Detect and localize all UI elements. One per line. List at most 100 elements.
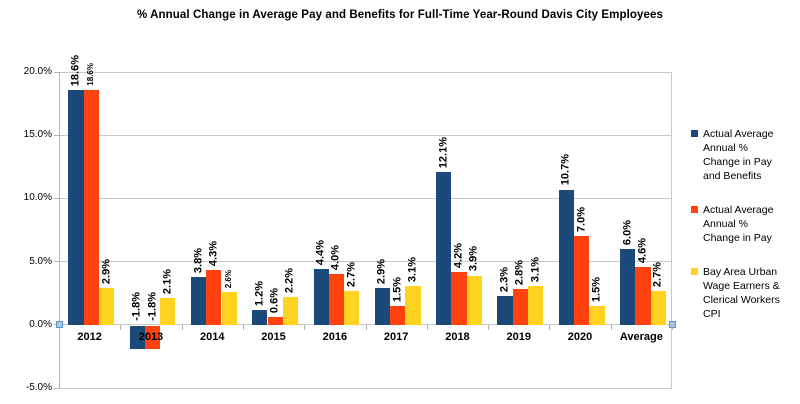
x-axis-tick — [304, 324, 306, 330]
bar-value-label: 2.6% — [224, 269, 234, 288]
bar-2017-series3[interactable] — [405, 285, 421, 325]
axis-selection-handle-right[interactable] — [668, 321, 676, 329]
y-axis-label: 15.0% — [23, 129, 52, 141]
y-axis-tick — [54, 261, 59, 263]
bar-2012-series2[interactable] — [83, 89, 99, 325]
x-axis-tick — [242, 324, 244, 330]
bar-Average-series2[interactable] — [635, 266, 651, 325]
bar-2016-series3[interactable] — [344, 290, 360, 325]
bar-value-label: 1.5% — [590, 276, 603, 302]
bar-2017-series2[interactable] — [390, 305, 406, 325]
bar-2014-series3[interactable] — [221, 291, 237, 325]
bar-2020-series3[interactable] — [589, 305, 605, 325]
chart-title: % Annual Change in Average Pay and Benef… — [136, 9, 664, 21]
x-axis-tick — [549, 324, 551, 330]
x-axis-tick — [365, 324, 367, 330]
legend-label: Bay Area Urban Wage Earners & Clerical W… — [703, 266, 780, 320]
x-axis-tick — [181, 324, 183, 330]
bar-value-label: 3.1% — [406, 256, 419, 282]
bar-2019-series3[interactable] — [528, 285, 544, 325]
x-category-label-Average: Average — [619, 330, 663, 343]
bar-value-label: 4.2% — [452, 242, 465, 268]
bar-2018-series2[interactable] — [451, 271, 467, 325]
bar-value-label: 2.3% — [498, 266, 511, 292]
bar-2018-series1[interactable] — [436, 171, 452, 325]
y-axis-label: 5.0% — [29, 255, 52, 267]
legend-entry-3: Bay Area Urban Wage Earners & Clerical W… — [691, 265, 780, 321]
legend-entry-1: Actual Average Annual % Change in Pay an… — [691, 127, 780, 183]
gridline-15.0% — [59, 134, 672, 136]
x-category-label-2020: 2020 — [567, 330, 593, 343]
bar-2014-series1[interactable] — [190, 276, 207, 325]
bar-2013-series3[interactable] — [160, 298, 176, 325]
bar-value-label: 2.2% — [283, 267, 296, 293]
legend-label: Actual Average Annual % Change in Pay an… — [703, 128, 774, 182]
bar-2019-series2[interactable] — [512, 289, 528, 325]
y-axis-tick — [54, 71, 59, 73]
bar-value-label: -1.8% — [146, 292, 159, 321]
bar-value-label: -1.8% — [130, 292, 143, 321]
bar-value-label: 7.0% — [575, 207, 588, 233]
bar-value-label: 2.9% — [375, 259, 388, 285]
bar-2012-series3[interactable] — [98, 288, 115, 325]
y-axis-tick — [54, 197, 59, 199]
bar-value-label: 18.6% — [86, 63, 96, 86]
plot-right-border — [671, 72, 672, 388]
x-category-label-2012: 2012 — [77, 330, 102, 343]
y-axis-label: 0.0% — [29, 318, 52, 330]
bar-2013-series1[interactable] — [129, 325, 145, 349]
bar-value-label: 12.1% — [437, 136, 450, 168]
x-axis-tick — [120, 324, 122, 330]
bar-Average-series3[interactable] — [650, 290, 666, 325]
axis-selection-handle-left[interactable] — [55, 321, 63, 329]
bar-value-label: 18.6% — [69, 54, 82, 86]
gridline-5.0% — [59, 261, 672, 263]
x-axis-tick — [488, 324, 490, 330]
bar-2020-series2[interactable] — [574, 236, 590, 325]
legend-swatch-icon — [691, 268, 698, 275]
bar-2012-series1[interactable] — [68, 89, 84, 325]
bar-value-label: 2.7% — [651, 261, 664, 287]
bar-value-label: 4.6% — [636, 237, 649, 263]
bar-value-label: 4.0% — [329, 245, 342, 271]
bar-value-label: 4.4% — [314, 240, 327, 266]
bar-2017-series1[interactable] — [374, 288, 391, 325]
bar-value-label: 1.2% — [253, 280, 266, 306]
bar-2014-series2[interactable] — [206, 270, 222, 325]
legend-swatch-icon — [691, 130, 698, 137]
bar-2016-series2[interactable] — [328, 274, 345, 325]
legend-label: Actual Average Annual % Change in Pay — [703, 204, 774, 244]
x-category-label-2017: 2017 — [383, 330, 409, 343]
x-category-label-2018: 2018 — [445, 330, 470, 343]
bar-value-label: 10.7% — [559, 154, 572, 186]
bar-value-label: 3.8% — [192, 247, 205, 273]
bar-Average-series1[interactable] — [620, 248, 636, 325]
x-category-label-2019: 2019 — [506, 330, 531, 343]
y-axis-tick — [54, 387, 59, 389]
bar-2019-series1[interactable] — [497, 295, 513, 325]
gridline-10.0% — [59, 197, 672, 199]
bar-2015-series3[interactable] — [282, 296, 299, 325]
bar-2015-series1[interactable] — [252, 309, 268, 325]
bar-value-label: 2.7% — [345, 261, 358, 287]
legend-entry-2: Actual Average Annual % Change in Pay — [691, 203, 780, 245]
x-category-label-2016: 2016 — [322, 330, 348, 343]
bar-value-label: 3.1% — [529, 256, 542, 282]
bar-value-label: 1.5% — [391, 276, 404, 302]
legend-swatch-icon — [691, 206, 698, 213]
y-axis-label: -5.0% — [25, 382, 52, 393]
bar-value-label: 4.3% — [207, 241, 220, 267]
bar-2013-series2[interactable] — [144, 325, 161, 349]
gridline--5.0% — [59, 387, 672, 389]
bar-2016-series1[interactable] — [313, 269, 329, 325]
bar-2020-series1[interactable] — [558, 189, 574, 325]
y-axis-tick — [54, 134, 59, 136]
bar-2015-series2[interactable] — [267, 317, 283, 325]
bar-value-label: 3.9% — [467, 246, 480, 272]
legend: Actual Average Annual % Change in Pay an… — [691, 127, 780, 321]
bar-value-label: 6.0% — [621, 219, 634, 245]
y-axis-line — [59, 72, 60, 388]
bar-2018-series3[interactable] — [466, 275, 482, 325]
x-category-label-2015: 2015 — [261, 330, 286, 343]
x-category-label-2013: 2013 — [138, 330, 164, 343]
